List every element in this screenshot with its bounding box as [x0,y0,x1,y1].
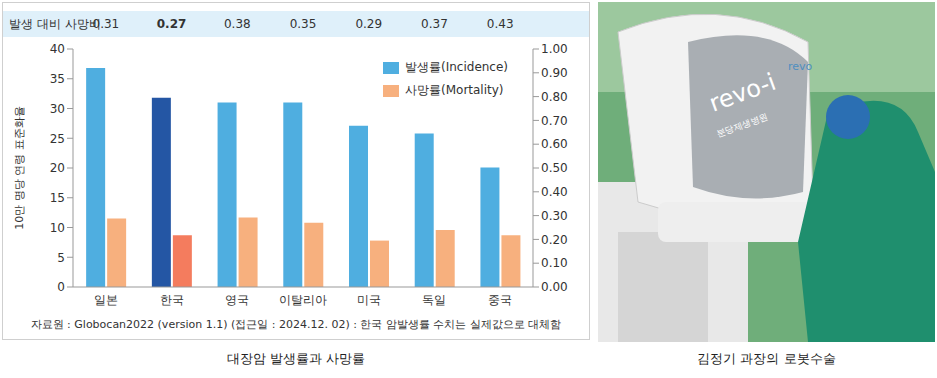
svg-text:15: 15 [50,191,65,205]
html-text:0.31: 0.31 [92,17,120,31]
svg-text:1.00: 1.00 [541,42,568,56]
svg-text:중국: 중국 [488,293,512,307]
svg-text:0.60: 0.60 [541,137,568,151]
html-text:발생률(Incidence): 발생률(Incidence) [405,60,508,74]
svg-text:0.50: 0.50 [541,161,568,175]
html-text:사망률(Mortality): 사망률(Mortality) [405,83,504,97]
svg-text:25: 25 [50,132,65,146]
svg-text:35: 35 [50,72,65,86]
svg-text:30: 30 [50,102,65,116]
html-text:0.29: 0.29 [355,17,383,31]
svg-text:0.40: 0.40 [541,185,568,199]
svg-text:0.00: 0.00 [541,280,568,294]
svg-text:독일: 독일 [422,293,446,307]
html-text:0.37: 0.37 [421,17,448,31]
svg-text:20: 20 [50,161,65,175]
svg-text:0.30: 0.30 [541,209,568,223]
html-text:0.27: 0.27 [156,17,187,31]
svg-text:0.90: 0.90 [541,66,568,80]
svg-text:미국: 미국 [357,293,381,307]
svg-text:revo-i: revo-i [705,68,779,118]
svg-text:0.10: 0.10 [541,256,568,270]
html-text:김정기 과장의 로봇수술: 김정기 과장의 로봇수술 [697,351,836,366]
svg-text:0: 0 [57,280,65,294]
html-text:발생 대비 사망비: 발생 대비 사망비 [9,17,101,31]
html-text:대장암 발생률과 사망률: 대장암 발생률과 사망률 [226,351,366,366]
svg-text:일본: 일본 [94,293,118,307]
svg-text:0.70: 0.70 [541,114,568,128]
svg-text:40: 40 [50,42,65,56]
svg-text:한국: 한국 [160,293,184,307]
html-text:자료원 : Globocan2022 (version 1.: 자료원 : Globocan2022 (version 1.1) (접근일 : … [30,318,562,331]
html-text:0.35: 0.35 [289,17,317,31]
svg-text:0.20: 0.20 [541,233,568,247]
svg-text:영국: 영국 [225,293,249,307]
svg-text:revo: revo [788,60,813,73]
svg-text:10: 10 [50,221,65,235]
svg-text:이탈리아: 이탈리아 [279,293,327,307]
svg-text:10만 명당 연령 표준화율: 10만 명당 연령 표준화율 [13,106,26,230]
html-text:0.38: 0.38 [223,17,251,31]
svg-text:5: 5 [57,251,65,265]
svg-text:0.80: 0.80 [541,90,568,104]
html-text:0.43: 0.43 [486,17,514,31]
svg-text:분당제생병원: 분당제생병원 [715,111,769,139]
